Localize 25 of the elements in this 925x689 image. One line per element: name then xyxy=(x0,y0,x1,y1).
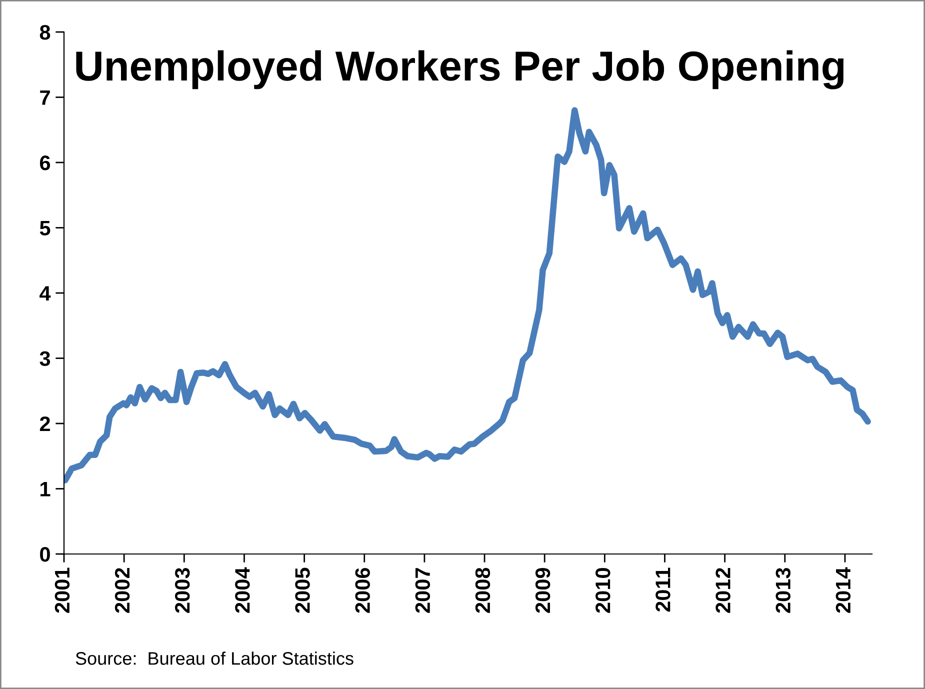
x-tick-label: 2005 xyxy=(295,568,310,613)
x-tick-label: 2009 xyxy=(535,568,550,613)
x-tick-label: 2004 xyxy=(235,567,250,613)
y-tick-label: 0 xyxy=(40,547,50,562)
y-tick-label: 7 xyxy=(40,90,50,105)
x-tick-label: 2002 xyxy=(114,568,130,613)
y-tick-label: 8 xyxy=(40,25,50,40)
x-tick-label: 2006 xyxy=(355,568,370,613)
x-tick-label: 2014 xyxy=(836,567,851,613)
source-note: Source: Bureau of Labor Statistics xyxy=(76,652,354,665)
y-tick-label: 3 xyxy=(40,351,50,366)
y-tick-label: 5 xyxy=(40,220,50,236)
x-tick-label: 2001 xyxy=(54,568,70,613)
x-tick-label: 2011 xyxy=(656,568,670,612)
chart-title: Unemployed Workers Per Job Opening xyxy=(76,50,844,90)
x-tick-label: 2003 xyxy=(174,568,190,613)
x-tick-label: 2010 xyxy=(596,568,610,613)
x-tick-label: 2013 xyxy=(776,568,791,613)
x-tick-label: 2008 xyxy=(475,568,490,613)
x-tick-label: 2012 xyxy=(716,568,730,613)
y-tick-label: 4 xyxy=(40,286,51,301)
y-tick-label: 6 xyxy=(40,156,50,170)
x-tick-label: 2007 xyxy=(415,568,430,613)
y-tick-label: 1 xyxy=(40,482,50,496)
y-tick-label: 2 xyxy=(40,416,50,432)
